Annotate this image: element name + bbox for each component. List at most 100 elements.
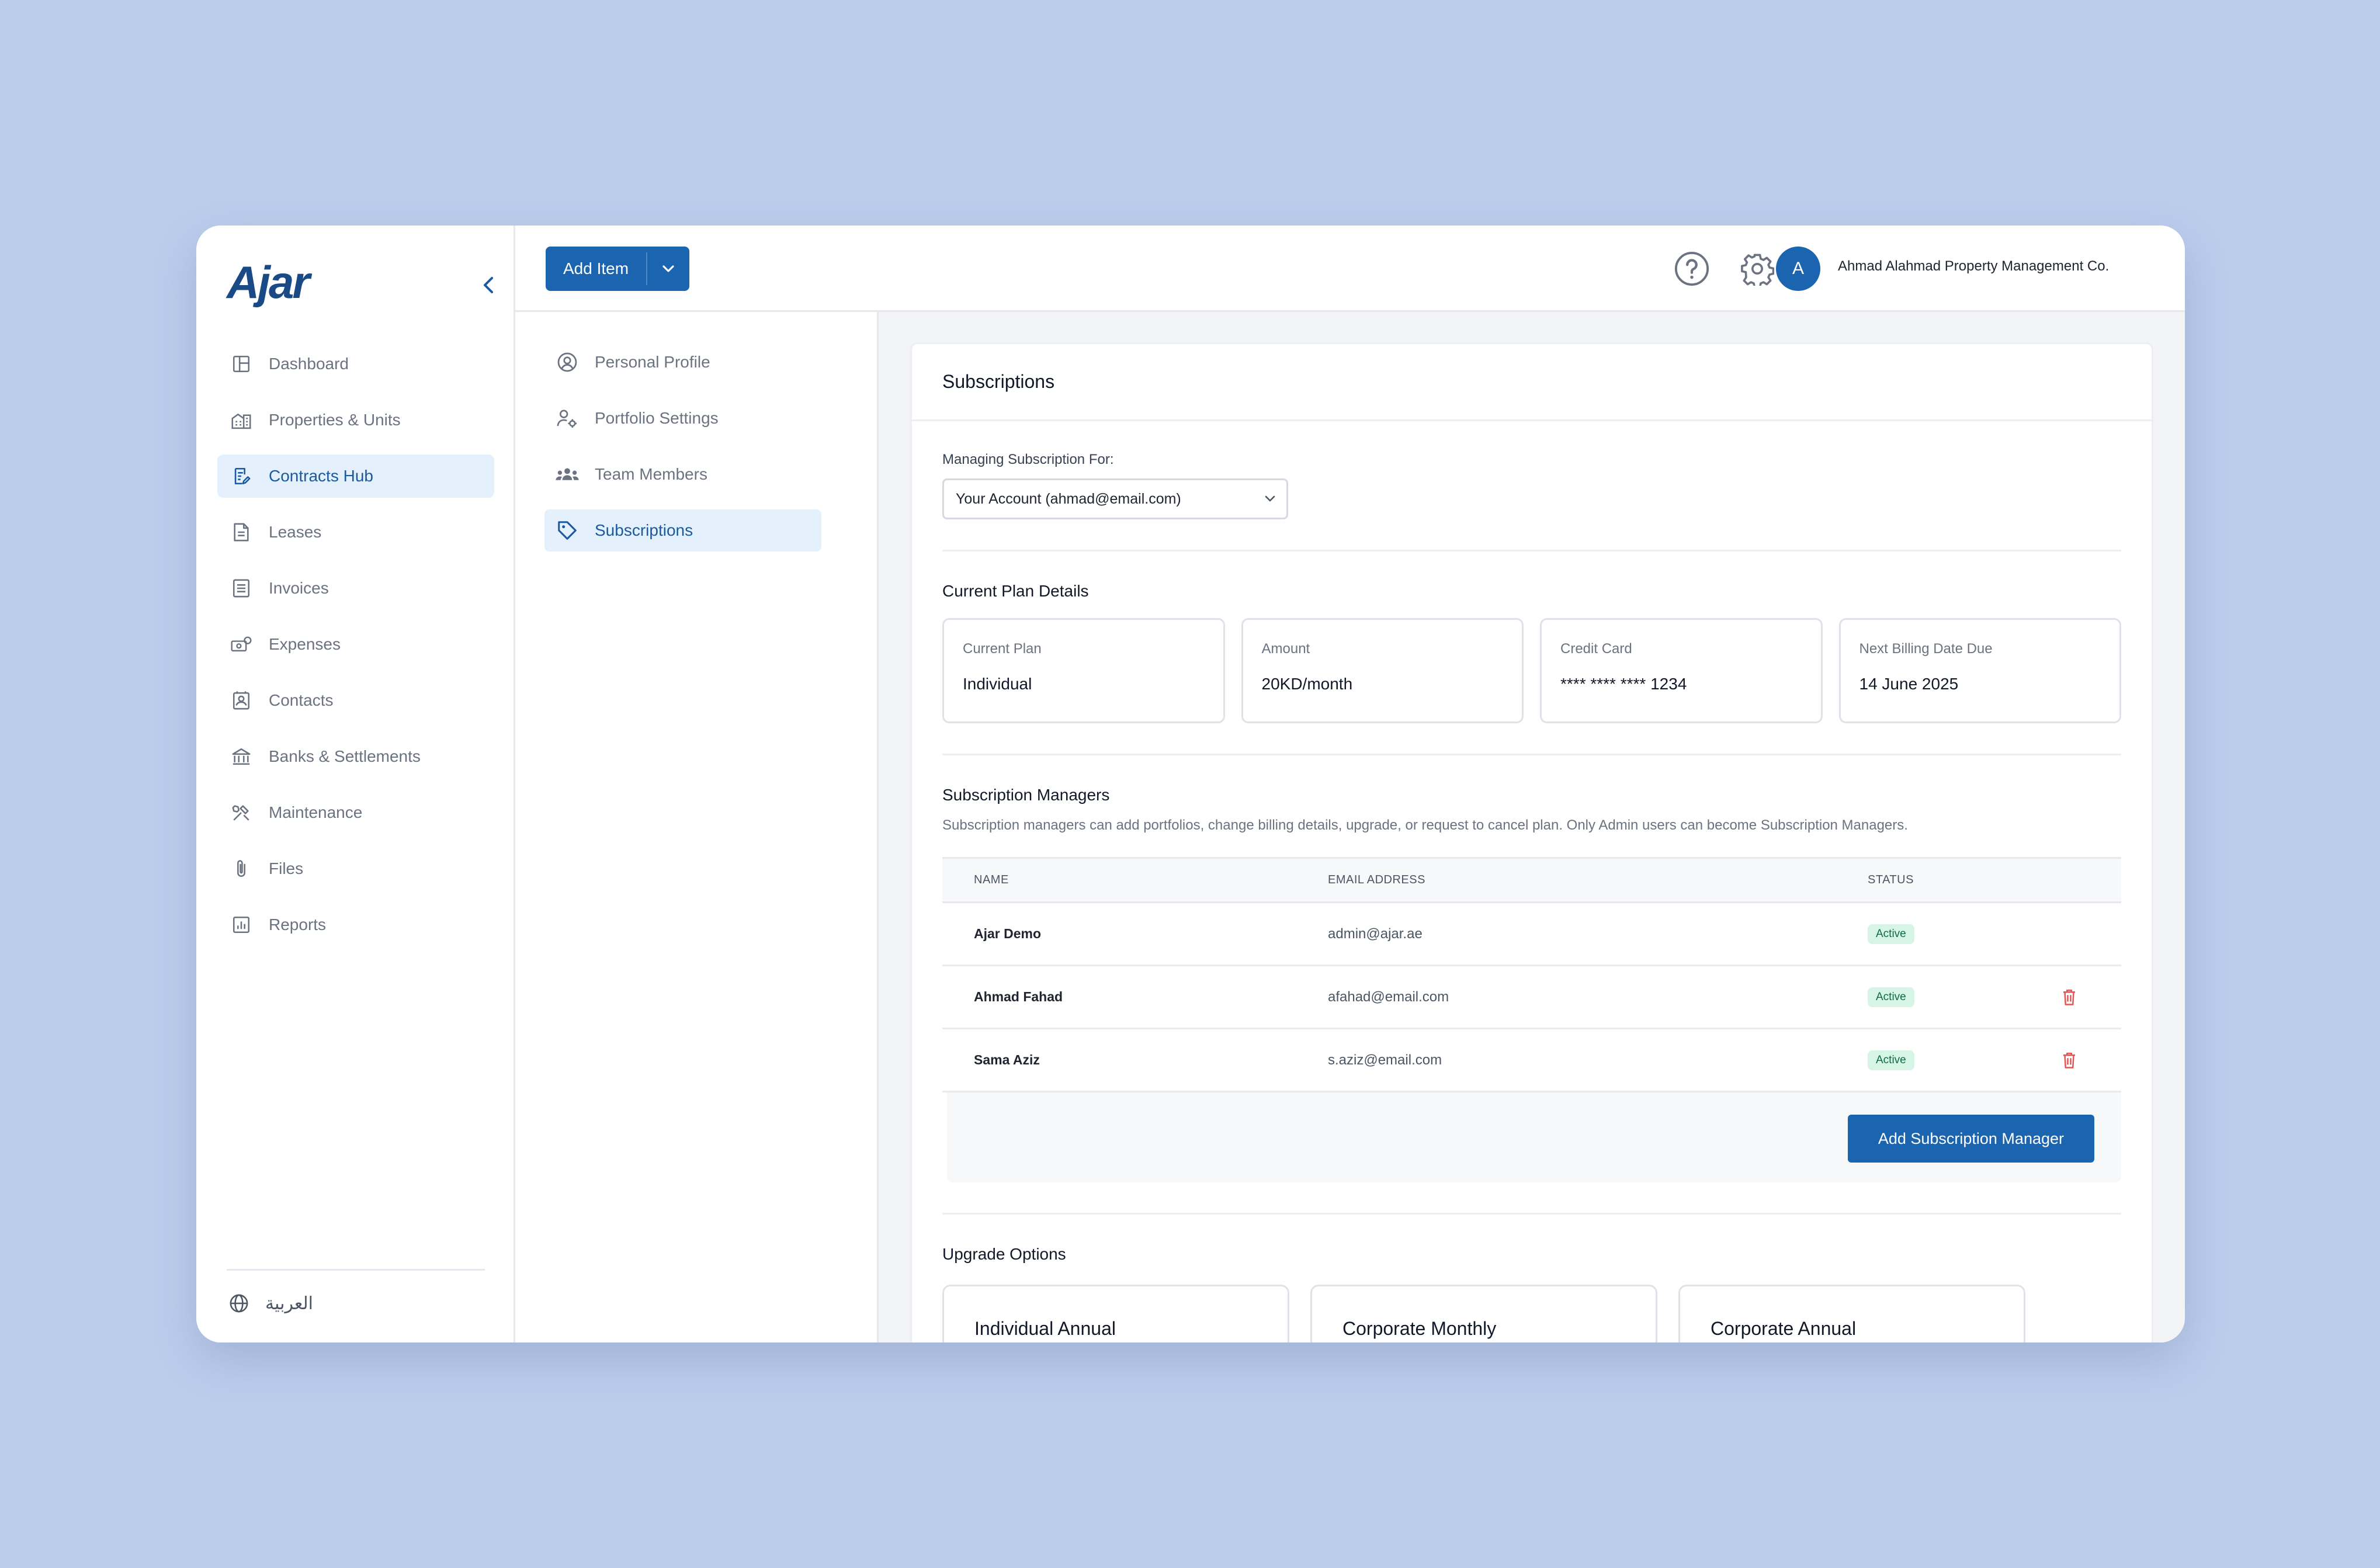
document-icon [229, 520, 254, 544]
upgrade-option-card[interactable]: Individual Annual [942, 1285, 1289, 1342]
trash-icon [2063, 989, 2075, 1005]
sidebar-item-contracts-hub[interactable]: Contracts Hub [217, 455, 494, 498]
top-bar: Add Item A Ahmad Alahmad Property Manage… [515, 226, 2185, 312]
chevron-left-icon [484, 277, 493, 293]
manager-name: Ajar Demo [974, 926, 1042, 941]
language-switch[interactable]: العربية [227, 1291, 313, 1316]
trash-icon [2063, 1052, 2075, 1069]
org-name[interactable]: Ahmad Alahmad Property Management Co. [1838, 258, 2110, 274]
upgrade-option-card[interactable]: Corporate Annual [1678, 1285, 2025, 1342]
contract-icon [229, 464, 254, 488]
contacts-icon [229, 688, 254, 713]
tag-icon [555, 518, 580, 543]
manager-email: s.aziz@email.com [1328, 1052, 1442, 1068]
sidebar-item-banks[interactable]: Banks & Settlements [217, 735, 494, 778]
upgrade-option-card[interactable]: Corporate Monthly [1310, 1285, 1657, 1342]
user-gear-icon [555, 406, 580, 431]
sidebar-item-label: Expenses [269, 635, 341, 653]
managing-account-value: Your Account (ahmad@email.com) [956, 490, 1181, 507]
sidebar-item-label: Contacts [269, 691, 334, 709]
settings-item-team-members[interactable]: Team Members [544, 453, 821, 495]
plan-current: Current Plan Individual [942, 618, 1225, 723]
manager-name: Ahmad Fahad [974, 989, 1063, 1004]
sidebar-item-expenses[interactable]: Expenses [217, 623, 494, 666]
collapse-sidebar-button[interactable] [477, 273, 500, 297]
sidebar-item-files[interactable]: Files [217, 847, 494, 890]
add-item-dropdown-button[interactable] [647, 247, 689, 291]
app-window: Ajar Dashboard Properties & Units Contra… [196, 226, 2185, 1342]
status-badge: Active [1868, 987, 1914, 1007]
table-header: NAME EMAIL ADDRESS STATUS [942, 859, 2121, 903]
status-badge: Active [1868, 924, 1914, 944]
sidebar-item-leases[interactable]: Leases [217, 511, 494, 554]
subscriptions-card: Subscriptions Managing Subscription For:… [910, 342, 2153, 1342]
table-row: Sama Aziz s.aziz@email.com Active [942, 1029, 2121, 1092]
col-status: STATUS [1868, 873, 1914, 886]
sidebar-item-properties[interactable]: Properties & Units [217, 398, 494, 442]
building-icon [229, 408, 254, 432]
col-name: NAME [974, 873, 1009, 886]
divider [942, 550, 2121, 551]
sidebar-nav: Dashboard Properties & Units Contracts H… [217, 342, 494, 959]
plan-value: Individual [963, 675, 1032, 693]
paperclip-icon [229, 856, 254, 881]
add-subscription-manager-button[interactable]: Add Subscription Manager [1847, 1115, 2094, 1163]
sidebar-item-maintenance[interactable]: Maintenance [217, 791, 494, 834]
tools-icon [229, 800, 254, 825]
chart-icon [229, 913, 254, 937]
plan-key: Current Plan [963, 641, 1042, 657]
settings-button[interactable] [1739, 250, 1776, 287]
plan-value: 20KD/month [1261, 675, 1353, 693]
sidebar-item-label: Maintenance [269, 803, 363, 821]
divider [942, 754, 2121, 755]
upgrade-options: Individual Annual Corporate Monthly Corp… [942, 1285, 2121, 1342]
settings-item-label: Portfolio Settings [595, 409, 719, 427]
sidebar-item-dashboard[interactable]: Dashboard [217, 342, 494, 386]
team-icon [555, 462, 580, 487]
sidebar-item-contacts[interactable]: Contacts [217, 679, 494, 722]
delete-manager-button[interactable] [2058, 1049, 2080, 1071]
sidebar-item-label: Files [269, 859, 304, 877]
manager-name: Sama Aziz [974, 1052, 1040, 1067]
sidebar-item-reports[interactable]: Reports [217, 903, 494, 946]
avatar[interactable]: A [1776, 247, 1820, 291]
sidebar-item-label: Properties & Units [269, 411, 401, 429]
divider [942, 1213, 2121, 1215]
bank-icon [229, 744, 254, 769]
delete-manager-button[interactable] [2058, 986, 2080, 1008]
table-footer: Add Subscription Manager [947, 1092, 2121, 1182]
settings-item-portfolio-settings[interactable]: Portfolio Settings [544, 397, 821, 439]
plan-key: Amount [1261, 641, 1310, 657]
settings-item-label: Subscriptions [595, 521, 693, 539]
plan-amount: Amount 20KD/month [1241, 618, 1524, 723]
col-email: EMAIL ADDRESS [1328, 873, 1425, 886]
manager-email: admin@ajar.ae [1328, 925, 1423, 942]
gear-icon [1741, 254, 1774, 286]
settings-item-subscriptions[interactable]: Subscriptions [544, 509, 821, 551]
help-icon [1674, 251, 1709, 286]
managers-description: Subscription managers can add portfolios… [942, 817, 1908, 833]
sidebar-item-invoices[interactable]: Invoices [217, 567, 494, 610]
managing-account-select[interactable]: Your Account (ahmad@email.com) [942, 478, 1288, 519]
sidebar-divider [227, 1269, 485, 1271]
main-content: Subscriptions Managing Subscription For:… [879, 312, 2185, 1342]
settings-item-label: Team Members [595, 465, 707, 483]
add-item-split-button: Add Item [546, 247, 690, 291]
managing-label: Managing Subscription For: [942, 452, 1114, 467]
sidebar-item-label: Reports [269, 915, 327, 934]
sidebar-item-label: Dashboard [269, 355, 349, 373]
page-title: Subscriptions [912, 344, 2152, 421]
managers-table: NAME EMAIL ADDRESS STATUS Ajar Demo admi… [942, 857, 2121, 1182]
manager-email: afahad@email.com [1328, 988, 1449, 1005]
sidebar-item-label: Banks & Settlements [269, 747, 421, 765]
globe-icon [227, 1291, 251, 1316]
language-label: العربية [265, 1293, 313, 1313]
add-item-button[interactable]: Add Item [563, 259, 629, 277]
settings-menu: Personal Profile Portfolio Settings Team… [515, 312, 879, 1342]
help-button[interactable] [1673, 250, 1711, 287]
plan-details-title: Current Plan Details [942, 582, 1089, 600]
plan-key: Next Billing Date Due [1859, 641, 1993, 657]
plan-next-billing: Next Billing Date Due 14 June 2025 [1838, 618, 2121, 723]
sidebar: Ajar Dashboard Properties & Units Contra… [196, 226, 515, 1342]
settings-item-personal-profile[interactable]: Personal Profile [544, 341, 821, 383]
